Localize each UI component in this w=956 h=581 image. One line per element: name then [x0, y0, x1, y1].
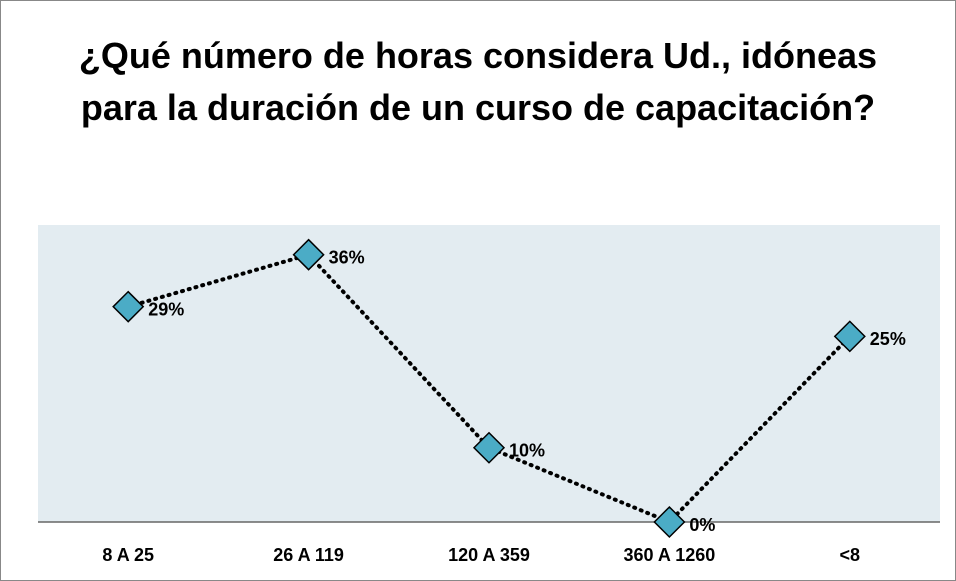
x-tick-label: 120 A 359 [448, 545, 530, 565]
data-label: 29% [148, 299, 184, 319]
marker [292, 238, 325, 271]
chart-title: ¿Qué número de horas considera Ud., idón… [78, 35, 878, 128]
data-label: 25% [870, 329, 906, 349]
marker [112, 290, 145, 323]
marker [653, 505, 686, 539]
data-label: 36% [329, 247, 365, 267]
data-label: 10% [509, 441, 545, 461]
x-tick-label: <8 [840, 545, 861, 565]
marker [472, 431, 506, 464]
x-tick-label: 360 A 1260 [624, 545, 716, 565]
plot-area [38, 225, 940, 522]
data-line [126, 252, 852, 525]
x-tick-label: 26 A 119 [273, 545, 344, 565]
x-tick-label: 8 A 25 [102, 545, 154, 565]
data-label: 0% [689, 515, 715, 535]
marker [833, 320, 866, 353]
